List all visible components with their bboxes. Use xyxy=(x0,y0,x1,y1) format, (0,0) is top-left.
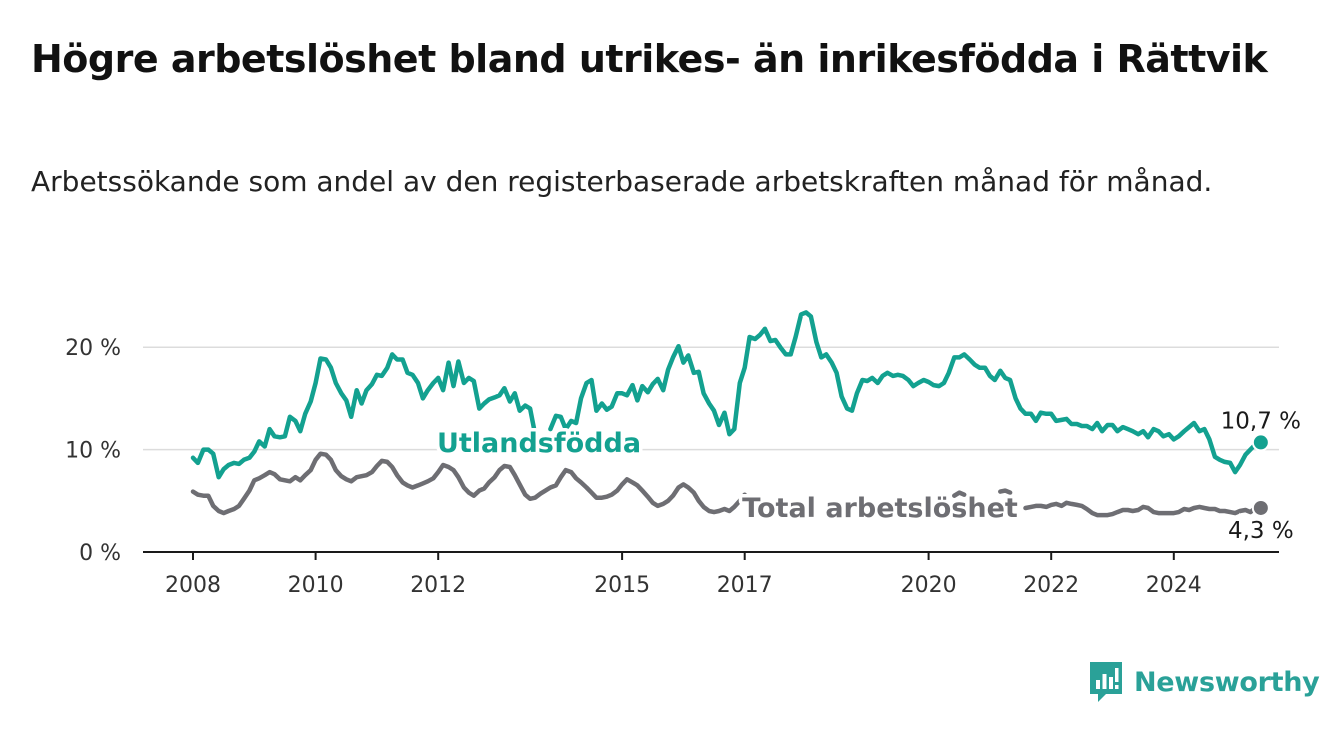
y-axis-ticks: 0 % 10 % 20 % xyxy=(65,336,121,566)
x-tick-label: 2012 xyxy=(410,573,466,598)
x-tick-label: 2015 xyxy=(594,573,650,598)
total-end-dot xyxy=(1251,498,1270,517)
utlandsfodda-end-dot xyxy=(1251,433,1270,452)
series-labels: Utlandsfödda Total arbetslöshet 10,7 % 4,3 … xyxy=(433,405,1304,547)
utlandsfodda-line xyxy=(190,310,1264,480)
y-tick-label: 0 % xyxy=(79,541,121,566)
utlandsfodda-end-label: 10,7 % xyxy=(1221,408,1301,434)
y-tick-label: 10 % xyxy=(65,439,121,464)
grid-lines xyxy=(143,346,1279,553)
brand-name: Newsworthy xyxy=(1134,666,1320,698)
bar-chart-icon xyxy=(1090,662,1122,702)
total-line xyxy=(190,451,1264,518)
newsworthy-logo: Newsworthy xyxy=(1088,660,1320,704)
total-end-label: 4,3 % xyxy=(1228,518,1294,544)
y-tick-label: 20 % xyxy=(65,336,121,361)
x-tick-label: 2022 xyxy=(1023,573,1079,598)
utlandsfodda-label: Utlandsfödda xyxy=(437,428,641,459)
x-tick-label: 2020 xyxy=(901,573,957,598)
x-tick-label: 2008 xyxy=(165,573,221,598)
x-tick-label: 2017 xyxy=(717,573,773,598)
x-axis-ticks: 2008 2010 2012 2015 2017 2020 2022 2024 xyxy=(165,552,1202,598)
x-tick-label: 2024 xyxy=(1146,573,1202,598)
series-lines xyxy=(190,310,1264,518)
x-tick-label: 2010 xyxy=(288,573,344,598)
chart-title: Högre arbetslöshet bland utrikes- än inr… xyxy=(31,37,1268,81)
chart-subtitle: Arbetssökande som andel av den registerb… xyxy=(31,165,1213,198)
total-label: Total arbetslöshet xyxy=(742,493,1018,524)
